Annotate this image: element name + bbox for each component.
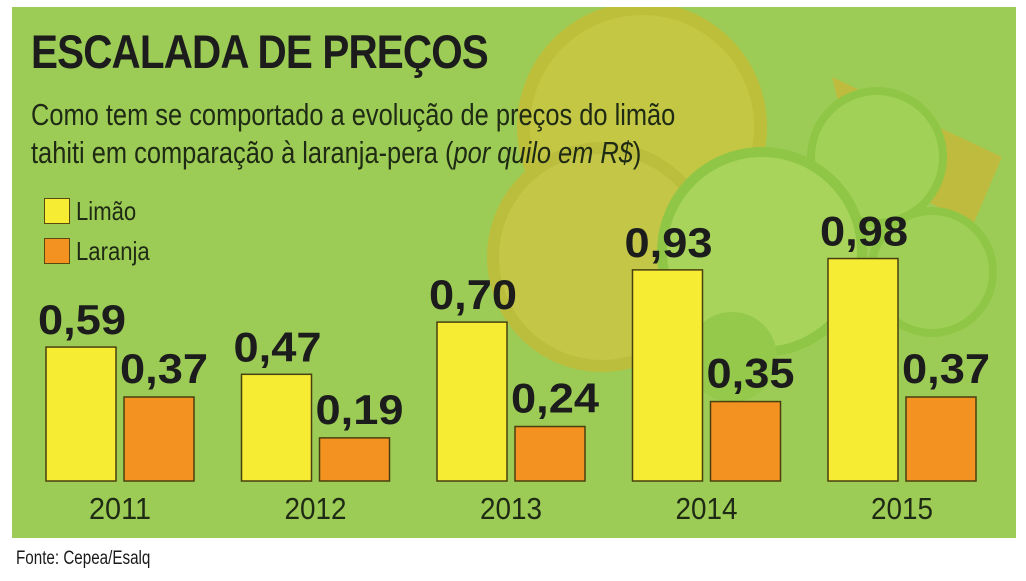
legend-swatch-laranja bbox=[44, 238, 70, 264]
chart-subtitle-line-1: Como tem se comportado a evolução de pre… bbox=[31, 97, 676, 132]
value-label-laranja-2014: 0,35 bbox=[707, 350, 795, 397]
legend-label-laranja: Laranja bbox=[76, 235, 150, 266]
value-label-limao-2013: 0,70 bbox=[429, 271, 517, 318]
bar-limao-2015 bbox=[827, 257, 899, 482]
x-tick-label-2015: 2015 bbox=[871, 491, 933, 526]
legend-label-limao: Limão bbox=[76, 195, 137, 226]
legend-item-limao: Limão bbox=[44, 195, 147, 226]
subtitle-text: tahiti em comparação à laranja-pera ( bbox=[31, 135, 454, 170]
bar-laranja-2014 bbox=[709, 400, 782, 482]
value-label-limao-2015: 0,98 bbox=[820, 208, 908, 255]
lime-slice-4 bbox=[687, 312, 777, 402]
bar-limao-2013 bbox=[436, 321, 508, 482]
bar-limao-2012 bbox=[240, 373, 313, 482]
bar-limao-2014 bbox=[631, 269, 704, 482]
subtitle-close-paren: ) bbox=[632, 135, 642, 170]
bar-laranja-2012 bbox=[318, 437, 391, 482]
bar-laranja-2011 bbox=[123, 396, 195, 482]
value-label-limao-2014: 0,93 bbox=[625, 219, 713, 266]
x-tick-label-2012: 2012 bbox=[285, 491, 347, 526]
chart-panel: ESCALADA DE PREÇOS Como tem se comportad… bbox=[12, 7, 1016, 538]
source-note: Fonte: Cepea/Esalq bbox=[16, 548, 151, 569]
bar-laranja-2013 bbox=[514, 425, 586, 482]
bar-laranja-2015 bbox=[905, 396, 977, 482]
bar-chart: 0,590,3720110,470,1920120,700,2420130,93… bbox=[38, 208, 990, 526]
legend-item-laranja: Laranja bbox=[44, 235, 163, 266]
subtitle-unit: por quilo em R$ bbox=[453, 135, 633, 170]
value-label-laranja-2012: 0,19 bbox=[316, 386, 404, 433]
value-label-laranja-2011: 0,37 bbox=[120, 345, 208, 392]
bar-limao-2011 bbox=[45, 346, 117, 482]
legend-swatch-limao bbox=[44, 198, 70, 224]
x-tick-label-2014: 2014 bbox=[676, 491, 738, 526]
value-label-limao-2011: 0,59 bbox=[38, 296, 126, 343]
citrus-background-image bbox=[487, 7, 1002, 402]
value-label-laranja-2015: 0,37 bbox=[902, 345, 990, 392]
x-tick-label-2013: 2013 bbox=[480, 491, 542, 526]
value-label-laranja-2013: 0,24 bbox=[511, 375, 600, 422]
x-tick-label-2011: 2011 bbox=[89, 491, 151, 526]
value-label-limao-2012: 0,47 bbox=[234, 323, 322, 370]
chart-subtitle-line-2: tahiti em comparação à laranja-pera (por… bbox=[31, 137, 641, 168]
chart-title: ESCALADA DE PREÇOS bbox=[31, 25, 489, 78]
